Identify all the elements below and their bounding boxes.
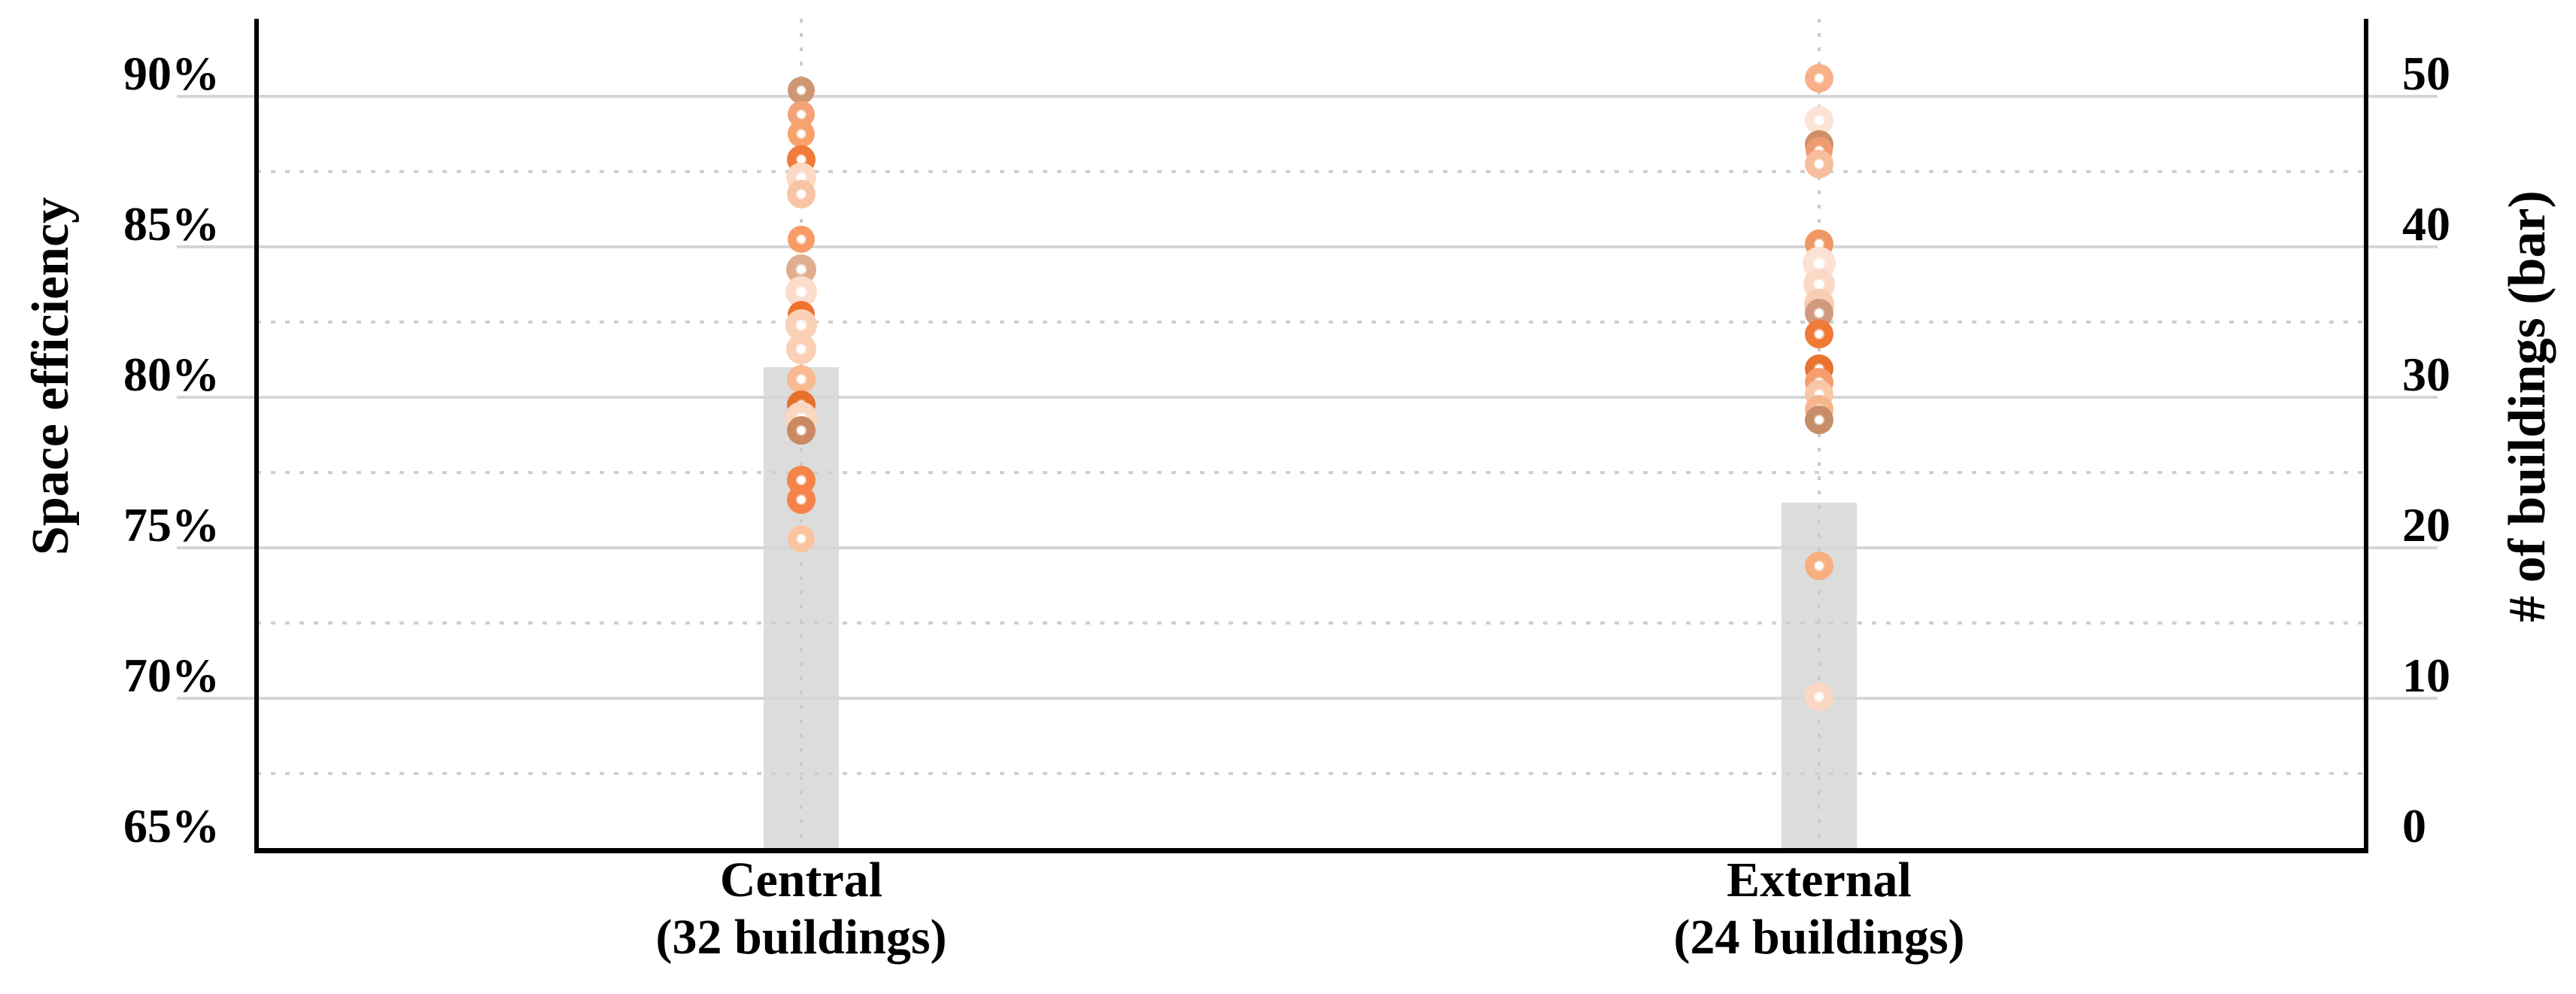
category-label-external: External (24 buildings)	[1674, 852, 1965, 966]
scatter-point-external	[1805, 682, 1833, 711]
scatter-point-central	[788, 120, 815, 147]
left-axis-spine	[254, 19, 259, 853]
minor-gridline-77.5	[257, 471, 2366, 474]
right-tick-40: 40	[2402, 197, 2450, 251]
category-label-external-count: (24 buildings)	[1673, 910, 1965, 965]
left-tick-70%: 70%	[123, 649, 220, 702]
minor-gridline-72.5	[257, 622, 2366, 625]
right-tick-30: 30	[2402, 348, 2450, 401]
scatter-point-central	[788, 77, 815, 104]
major-gridline-75	[177, 546, 2438, 549]
scatter-point-central	[787, 365, 816, 394]
major-gridline-80	[177, 396, 2438, 399]
major-gridline-90	[177, 95, 2438, 98]
left-tick-90%: 90%	[123, 47, 220, 100]
minor-gridline-87.5	[257, 170, 2366, 173]
right-axis-title: # of buildings (bar)	[2499, 190, 2556, 622]
scatter-point-external	[1805, 106, 1833, 135]
right-axis-spine	[2364, 19, 2368, 853]
scatter-point-central	[788, 525, 815, 552]
bottom-axis-spine	[254, 848, 2368, 853]
scatter-point-external	[1805, 552, 1833, 580]
right-tick-50: 50	[2402, 47, 2450, 100]
left-tick-75%: 75%	[123, 498, 220, 552]
minor-gridline-67.5	[257, 772, 2366, 775]
left-tick-80%: 80%	[123, 348, 220, 401]
right-tick-0: 0	[2402, 799, 2426, 853]
category-label-central-count: (32 buildings)	[655, 910, 947, 965]
category-label-central-name: Central	[719, 853, 883, 907]
major-gridline-70	[177, 697, 2438, 700]
left-tick-65%: 65%	[123, 799, 220, 853]
category-label-central: Central (32 buildings)	[656, 852, 947, 966]
left-axis-title: Space efficiency	[22, 196, 80, 556]
scatter-point-external	[1805, 150, 1833, 178]
scatter-point-external	[1805, 406, 1833, 434]
scatter-point-external	[1805, 64, 1833, 93]
right-tick-10: 10	[2402, 649, 2450, 702]
category-label-external-name: External	[1727, 853, 1912, 907]
left-tick-85%: 85%	[123, 197, 220, 251]
scatter-point-central	[786, 334, 816, 364]
minor-gridline-82.5	[257, 321, 2366, 324]
scatter-point-central	[787, 180, 816, 208]
right-tick-20: 20	[2402, 498, 2450, 552]
scatter-point-central	[787, 416, 816, 445]
scatter-point-external	[1805, 320, 1833, 348]
scatter-point-central	[788, 226, 815, 253]
scatter-point-central	[787, 485, 816, 514]
major-gridline-85	[177, 245, 2438, 248]
